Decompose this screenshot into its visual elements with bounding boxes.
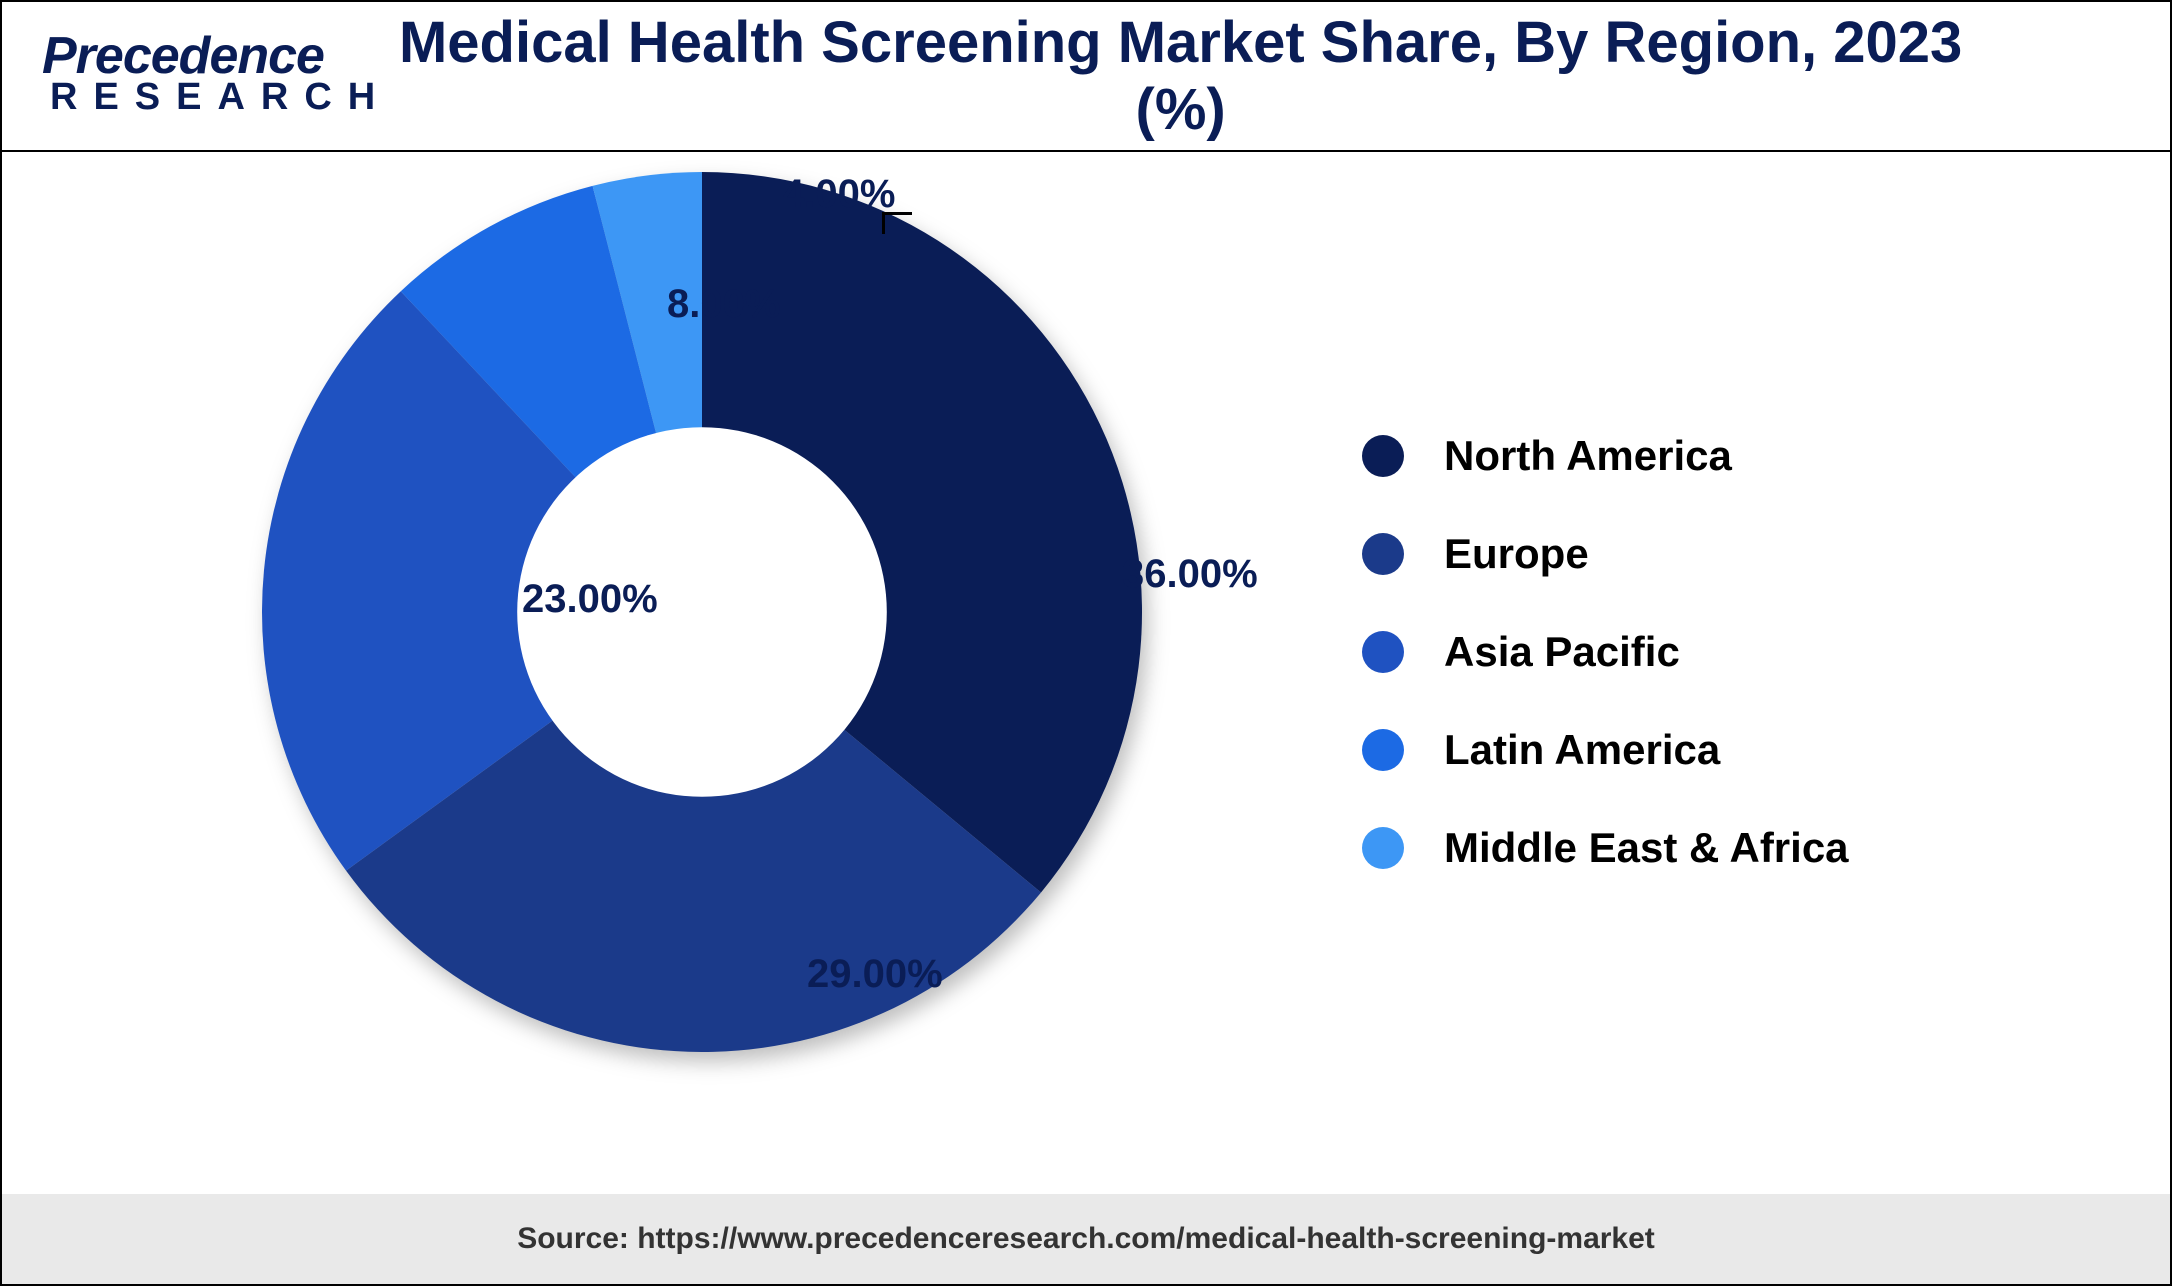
legend-label: Europe <box>1444 530 1589 578</box>
leader-line-h <box>882 212 912 215</box>
chart-frame: Precedence RESEARCH Medical Health Scree… <box>0 0 2172 1286</box>
slice-label-mea: 4.00% <box>782 172 895 217</box>
legend-dot <box>1362 435 1404 477</box>
slice-label-latin_america: 8.00% <box>667 282 780 327</box>
slice-label-europe: 29.00% <box>807 952 943 997</box>
legend-label: Latin America <box>1444 726 1720 774</box>
legend-item-asia_pacific: Asia Pacific <box>1362 628 1849 676</box>
legend-dot <box>1362 533 1404 575</box>
source-text: Source: https://www.precedenceresearch.c… <box>517 1222 1655 1256</box>
source-footer: Source: https://www.precedenceresearch.c… <box>2 1194 2170 1284</box>
legend-item-north_america: North America <box>1362 432 1849 480</box>
legend-label: Middle East & Africa <box>1444 824 1849 872</box>
header: Precedence RESEARCH Medical Health Scree… <box>2 2 2170 152</box>
slice-label-asia_pacific: 23.00% <box>522 577 658 622</box>
legend-dot <box>1362 631 1404 673</box>
legend-item-latin_america: Latin America <box>1362 726 1849 774</box>
slice-label-north_america: 36.00% <box>1122 552 1258 597</box>
leader-line <box>882 212 885 234</box>
legend-dot <box>1362 729 1404 771</box>
legend: North America Europe Asia Pacific Latin Ame… <box>1362 432 1849 922</box>
legend-item-mea: Middle East & Africa <box>1362 824 1849 872</box>
brand-name: Precedence <box>42 33 391 80</box>
legend-label: Asia Pacific <box>1444 628 1680 676</box>
donut-chart: 36.00%29.00%23.00%8.00%4.00% <box>262 172 1142 1052</box>
brand-subname: RESEARCH <box>42 76 391 119</box>
legend-label: North America <box>1444 432 1732 480</box>
chart-title: Medical Health Screening Market Share, B… <box>391 9 2130 143</box>
legend-item-europe: Europe <box>1362 530 1849 578</box>
brand-logo: Precedence RESEARCH <box>42 33 391 119</box>
chart-area: 36.00% 29.00% 23.00% 8.00% 4.00% North Ameri… <box>2 152 2170 1194</box>
legend-dot <box>1362 827 1404 869</box>
